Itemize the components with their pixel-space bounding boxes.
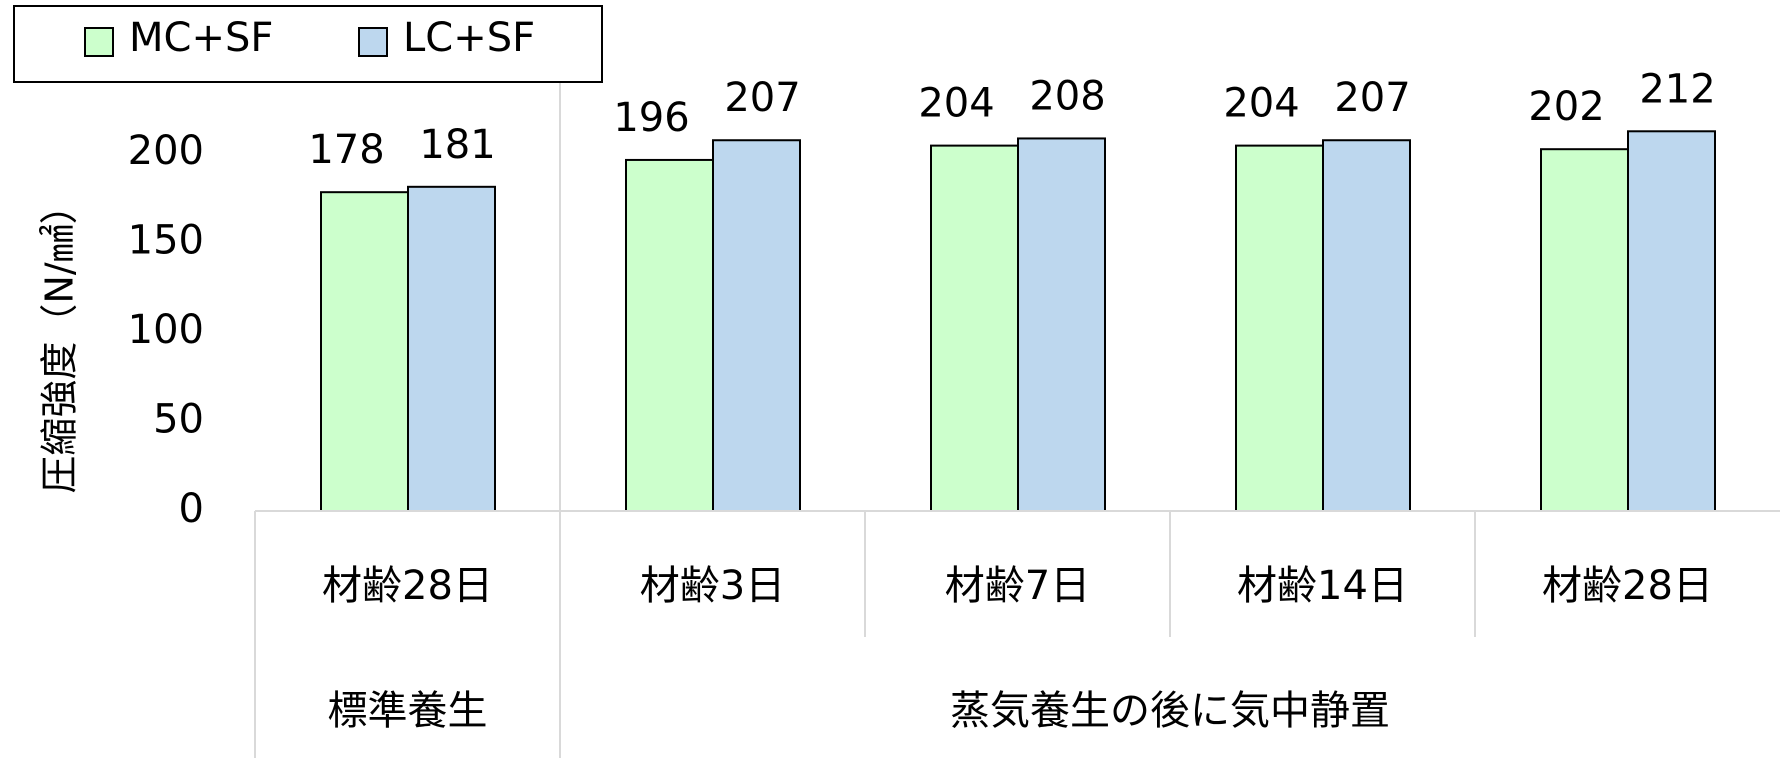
data-label: 207 [1334, 75, 1410, 121]
bar [320, 191, 409, 512]
data-label: 181 [419, 122, 495, 168]
y-axis-title: 圧縮強度（N/㎟） [38, 186, 82, 493]
bar [712, 139, 801, 513]
x-tick-label: 材齢14日 [1237, 563, 1408, 609]
data-label: 204 [918, 81, 994, 127]
data-label: 178 [308, 127, 384, 173]
bar [1017, 137, 1106, 512]
data-label: 212 [1639, 66, 1715, 112]
data-label: 208 [1029, 73, 1105, 119]
bar [1627, 130, 1716, 512]
legend: MC+SF LC+SF [13, 5, 603, 83]
legend-label: LC+SF [403, 15, 535, 61]
legend-swatch [84, 27, 114, 57]
data-label: 202 [1528, 84, 1604, 130]
x-tick-label: 材齢7日 [945, 563, 1090, 609]
group-label: 標準養生 [328, 688, 488, 734]
y-tick-label: 200 [128, 128, 204, 174]
x-tick-label: 材齢28日 [322, 563, 493, 609]
bar [1322, 139, 1411, 513]
x-tick-label: 材齢28日 [1542, 563, 1713, 609]
bar [1540, 148, 1629, 512]
bar [407, 185, 496, 512]
y-tick-label: 0 [179, 486, 204, 532]
y-tick-label: 150 [128, 217, 204, 263]
data-label: 207 [724, 75, 800, 121]
bar [1235, 144, 1324, 512]
y-tick-label: 100 [128, 307, 204, 353]
data-label: 204 [1223, 81, 1299, 127]
bar [625, 158, 714, 512]
group-label: 蒸気養生の後に気中静置 [950, 688, 1390, 734]
x-tick-label: 材齢3日 [640, 563, 785, 609]
legend-frame [13, 5, 603, 83]
legend-label: MC+SF [129, 15, 273, 61]
bar [930, 144, 1019, 512]
legend-swatch [358, 27, 388, 57]
data-label: 196 [613, 95, 689, 141]
y-tick-label: 50 [153, 396, 204, 442]
